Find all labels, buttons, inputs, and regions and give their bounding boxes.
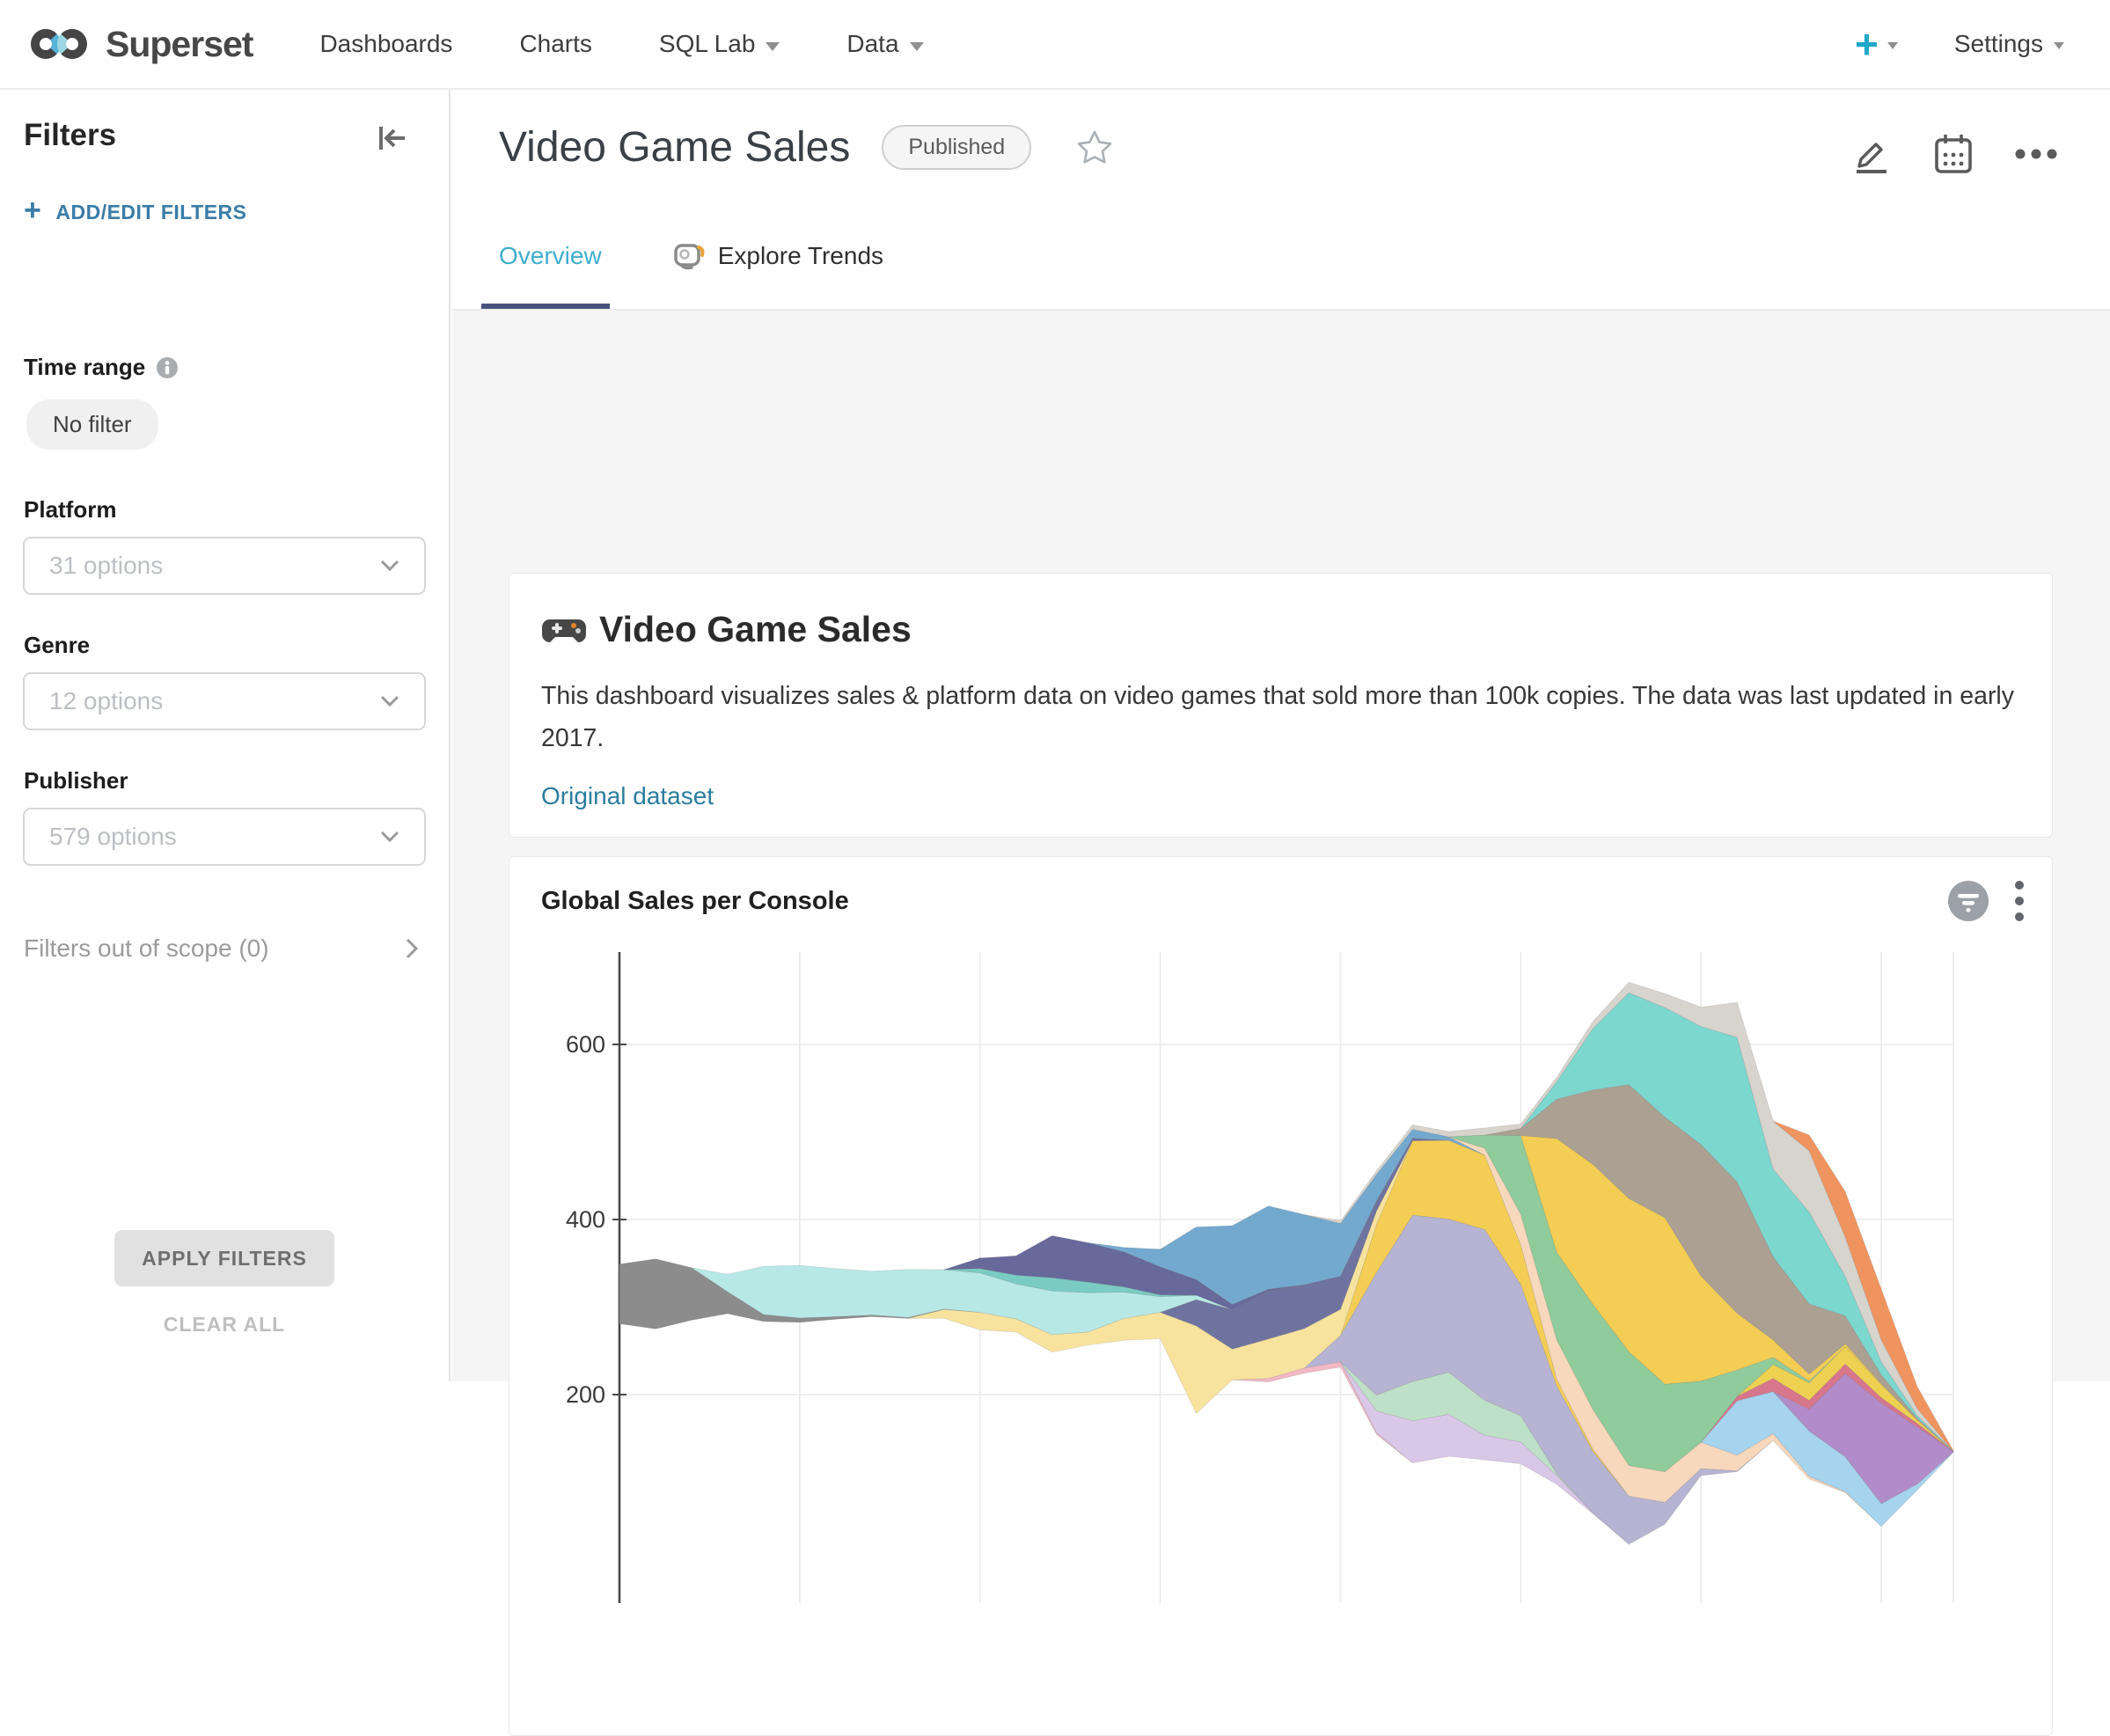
nav-item-charts[interactable]: Charts — [519, 30, 592, 57]
original-dataset-link[interactable]: Original dataset — [541, 782, 714, 809]
chart-title: Global Sales per Console — [541, 887, 849, 915]
nav-item-data[interactable]: Data — [846, 30, 924, 58]
chart-actions — [1946, 878, 2026, 924]
streamgraph-plot[interactable]: 200 400 600 — [509, 943, 2054, 1603]
plus-icon: + — [24, 194, 42, 227]
nav-menu: Dashboards Charts SQL Lab Data — [319, 30, 924, 58]
markdown-description: This dashboard visualizes sales & platfo… — [541, 682, 2015, 752]
chevron-right-icon — [406, 938, 419, 959]
tab-overview[interactable]: Overview — [499, 242, 602, 269]
markdown-title: Video Game Sales — [541, 609, 2020, 650]
chevron-down-icon — [766, 41, 780, 51]
svg-text:200: 200 — [566, 1381, 605, 1408]
brand-name: Superset — [106, 23, 253, 64]
chevron-down-icon — [380, 695, 399, 707]
collapse-left-icon — [379, 127, 405, 150]
add-edit-filters-button[interactable]: + ADD/EDIT FILTERS — [24, 194, 247, 227]
chevron-down-icon — [380, 831, 399, 843]
filters-out-of-scope-toggle[interactable]: Filters out of scope (0) — [24, 934, 419, 963]
navbar-right: + Settings — [1854, 20, 2064, 67]
nav-item-dashboards[interactable]: Dashboards — [319, 30, 453, 57]
genre-filter-label: Genre — [24, 632, 91, 658]
genre-filter-select[interactable]: 12 options — [23, 672, 426, 730]
pencil-icon — [1857, 143, 1887, 173]
time-range-value-chip[interactable]: No filter — [26, 399, 158, 450]
active-tab-indicator — [481, 304, 610, 309]
tabs-divider — [452, 309, 2110, 311]
dashboard-header: Video Game Sales Published — [499, 123, 1114, 172]
page-title: Video Game Sales — [499, 124, 851, 171]
platform-filter-select[interactable]: 31 options — [23, 537, 426, 595]
chevron-down-icon — [2054, 42, 2064, 50]
filters-sidebar: Filters + ADD/EDIT FILTERS Time range No… — [0, 90, 451, 1381]
svg-text:400: 400 — [566, 1206, 605, 1233]
settings-menu[interactable]: Settings — [1954, 30, 2064, 58]
platform-filter-label: Platform — [24, 496, 117, 523]
chevron-down-icon — [1887, 42, 1898, 50]
edit-dashboard-button[interactable] — [1850, 132, 1894, 176]
published-badge[interactable]: Published — [882, 125, 1032, 170]
schedule-button[interactable] — [1932, 132, 1974, 176]
chevron-down-icon — [380, 560, 399, 572]
plus-icon: + — [1854, 20, 1879, 67]
header-actions — [1850, 132, 2059, 176]
new-item-button[interactable]: + — [1854, 20, 1898, 67]
kebab-menu-icon[interactable] — [2013, 878, 2026, 924]
clear-all-button[interactable]: CLEAR ALL — [163, 1313, 286, 1336]
nav-item-sql-lab[interactable]: SQL Lab — [659, 30, 780, 58]
superset-logo[interactable]: Superset — [28, 22, 253, 66]
dashboard-tabs: Overview Explore Trends — [499, 241, 883, 271]
cross-filter-badge-icon[interactable] — [1946, 879, 1990, 923]
collapse-sidebar-button[interactable] — [375, 121, 410, 159]
filters-panel-title: Filters — [24, 118, 117, 152]
markdown-card: Video Game Sales This dashboard visualiz… — [509, 573, 2053, 838]
game-controller-icon — [542, 619, 586, 642]
stream-layer-2600[interactable] — [619, 1258, 980, 1329]
dashboard-body: Video Game Sales This dashboard visualiz… — [452, 311, 2110, 1736]
svg-text:600: 600 — [566, 1031, 605, 1058]
more-actions-button[interactable] — [2013, 147, 2059, 161]
ellipsis-icon — [2015, 149, 2057, 159]
favorite-star-icon[interactable] — [1075, 128, 1114, 167]
chart-card: Global Sales per Console 200 400 600 — [509, 856, 2053, 1736]
chevron-down-icon — [909, 41, 924, 51]
apply-filters-button[interactable]: APPLY FILTERS — [114, 1230, 334, 1286]
time-range-label: Time range — [24, 354, 179, 381]
superset-infinity-icon — [31, 29, 87, 59]
info-icon — [157, 356, 179, 378]
dashboard-main: Video Game Sales Published — [452, 90, 2110, 1736]
diving-mask-icon — [674, 244, 705, 270]
publisher-filter-label: Publisher — [24, 767, 128, 794]
calendar-icon — [1935, 135, 1972, 173]
tab-explore-trends[interactable]: Explore Trends — [672, 241, 883, 271]
top-navbar: Superset Dashboards Charts SQL Lab Data … — [0, 0, 2110, 90]
publisher-filter-select[interactable]: 579 options — [23, 808, 426, 866]
